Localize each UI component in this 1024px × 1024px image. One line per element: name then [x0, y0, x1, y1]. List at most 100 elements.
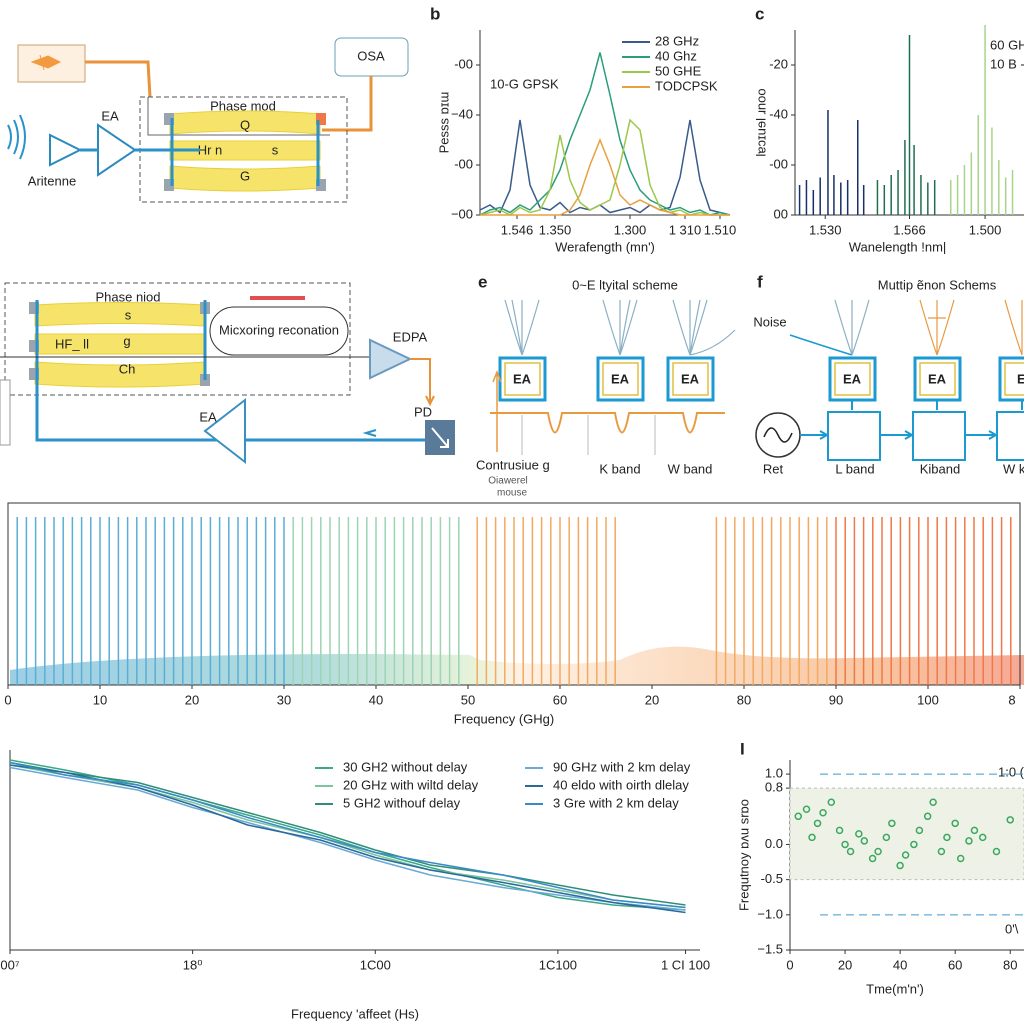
- point: [929, 798, 937, 806]
- arm-label: HF_ ll: [55, 336, 89, 351]
- arm-label: s: [272, 142, 279, 157]
- point: [860, 837, 869, 845]
- arm-end: [29, 340, 39, 352]
- point: [819, 809, 827, 817]
- legend-label: 50 GHE: [655, 63, 702, 78]
- point: [802, 805, 811, 814]
- panel-label: f: [757, 272, 763, 291]
- electrode: [170, 118, 320, 186]
- diagram-title: 0~E ltyital scheme: [572, 277, 678, 292]
- side-box: [0, 379, 11, 446]
- ea-box: [498, 356, 547, 402]
- arm-end: [29, 368, 39, 380]
- y-tick-label: -20: [769, 56, 788, 71]
- legend-label: TODCPSK: [655, 78, 718, 93]
- panel-label: c: [755, 4, 764, 23]
- x-tick-label: 20: [838, 957, 852, 972]
- x-tick-label: 1 CI 100: [661, 957, 710, 972]
- x-axis-label: Werafength (mn'): [555, 239, 655, 254]
- legend-label: 90 GHz with 2 km delay: [553, 759, 691, 774]
- point: [882, 833, 891, 842]
- stage-box: [912, 411, 966, 461]
- band-label: Contrusiue g: [476, 457, 550, 472]
- x-tick-label: 8: [1008, 692, 1015, 707]
- stage-label: L band: [835, 461, 874, 476]
- x-tick-label: 40: [893, 957, 907, 972]
- wire: [35, 300, 425, 442]
- legend-label: 3 Gre with 2 km delay: [553, 795, 679, 810]
- arm-label: g: [123, 333, 130, 348]
- x-axis-label: Wanelength !nm|: [849, 239, 947, 254]
- arm-label: s: [125, 307, 132, 322]
- laser-icon: [30, 54, 62, 71]
- point: [827, 798, 836, 806]
- arm-end: [29, 302, 39, 314]
- pd-label: PD: [414, 404, 432, 419]
- fiber: [85, 60, 152, 98]
- x-tick-label: 0: [4, 692, 11, 707]
- point: [896, 861, 904, 870]
- y-tick-label: 00: [774, 206, 788, 221]
- wave-icon: [7, 114, 26, 160]
- ea-inner: [834, 362, 871, 396]
- resonator-box: [209, 306, 349, 356]
- ea-inner: [672, 362, 709, 396]
- diagram-d: Phase niod s HF_ ll g Ch Micxoring recon…: [0, 282, 455, 465]
- stage-box: [827, 411, 881, 461]
- y-tick-label: -40: [769, 106, 788, 121]
- panel-label: I: [740, 739, 745, 758]
- divider: [521, 415, 656, 455]
- ea-label: EA: [513, 371, 532, 386]
- legend-label: 40 eldo with oirth dlelay: [553, 777, 689, 792]
- osa-label: OSA: [357, 48, 385, 63]
- antenna-label: Aritenne: [28, 173, 76, 188]
- modulator-frame: [4, 282, 351, 396]
- ea-amplifier: [203, 397, 246, 465]
- stage-label: W k: [1003, 461, 1024, 476]
- arm: [34, 302, 206, 327]
- edpa: [369, 338, 413, 380]
- y-tick-label: 0.0: [765, 836, 783, 851]
- x-tick-label: 00⁷: [0, 957, 19, 972]
- ea-inner: [1004, 362, 1024, 396]
- arm: [169, 140, 321, 161]
- point: [937, 847, 946, 856]
- y-tick-label: −00: [451, 206, 473, 221]
- ea-label: E: [1017, 371, 1024, 386]
- point: [978, 833, 987, 842]
- legend-label: 28 GHz: [655, 33, 699, 48]
- ea-box: [913, 356, 962, 402]
- sine: [763, 427, 793, 443]
- ea-inner: [504, 362, 541, 396]
- y-tick-label: −1.0: [757, 906, 783, 921]
- x-tick-label: 1.546: [501, 222, 534, 237]
- series-line: [9, 764, 686, 914]
- arm-label: Ch: [119, 361, 136, 376]
- x-axis-label: Frequency (GHg): [454, 711, 554, 726]
- x-tick-label: 50: [461, 692, 475, 707]
- point: [951, 819, 959, 828]
- legend-label: 40 Ghz: [655, 48, 697, 63]
- point: [901, 851, 910, 859]
- stage-label: Ret: [763, 461, 784, 476]
- y-tick-label: -0.5: [761, 871, 783, 886]
- x-tick-label: 10: [93, 692, 107, 707]
- ea-label: EA: [611, 371, 630, 386]
- x-tick-label: 1.566: [893, 222, 926, 237]
- diagram-title: Muttip ẽnon Schems: [878, 277, 997, 292]
- x-tick-label: 1C00: [360, 957, 391, 972]
- point: [943, 833, 951, 842]
- point: [923, 812, 932, 821]
- arrow: [819, 430, 999, 440]
- stage-box: [996, 411, 1024, 461]
- legend-label: 5 GH2 withouf delay: [343, 795, 461, 810]
- point: [1006, 816, 1014, 824]
- arm-label: G: [240, 168, 250, 183]
- x-tick-label: 60: [948, 957, 962, 972]
- point: [956, 854, 965, 863]
- ea-inner: [919, 362, 956, 396]
- point: [868, 854, 877, 863]
- y-tick-label: -00: [454, 56, 473, 71]
